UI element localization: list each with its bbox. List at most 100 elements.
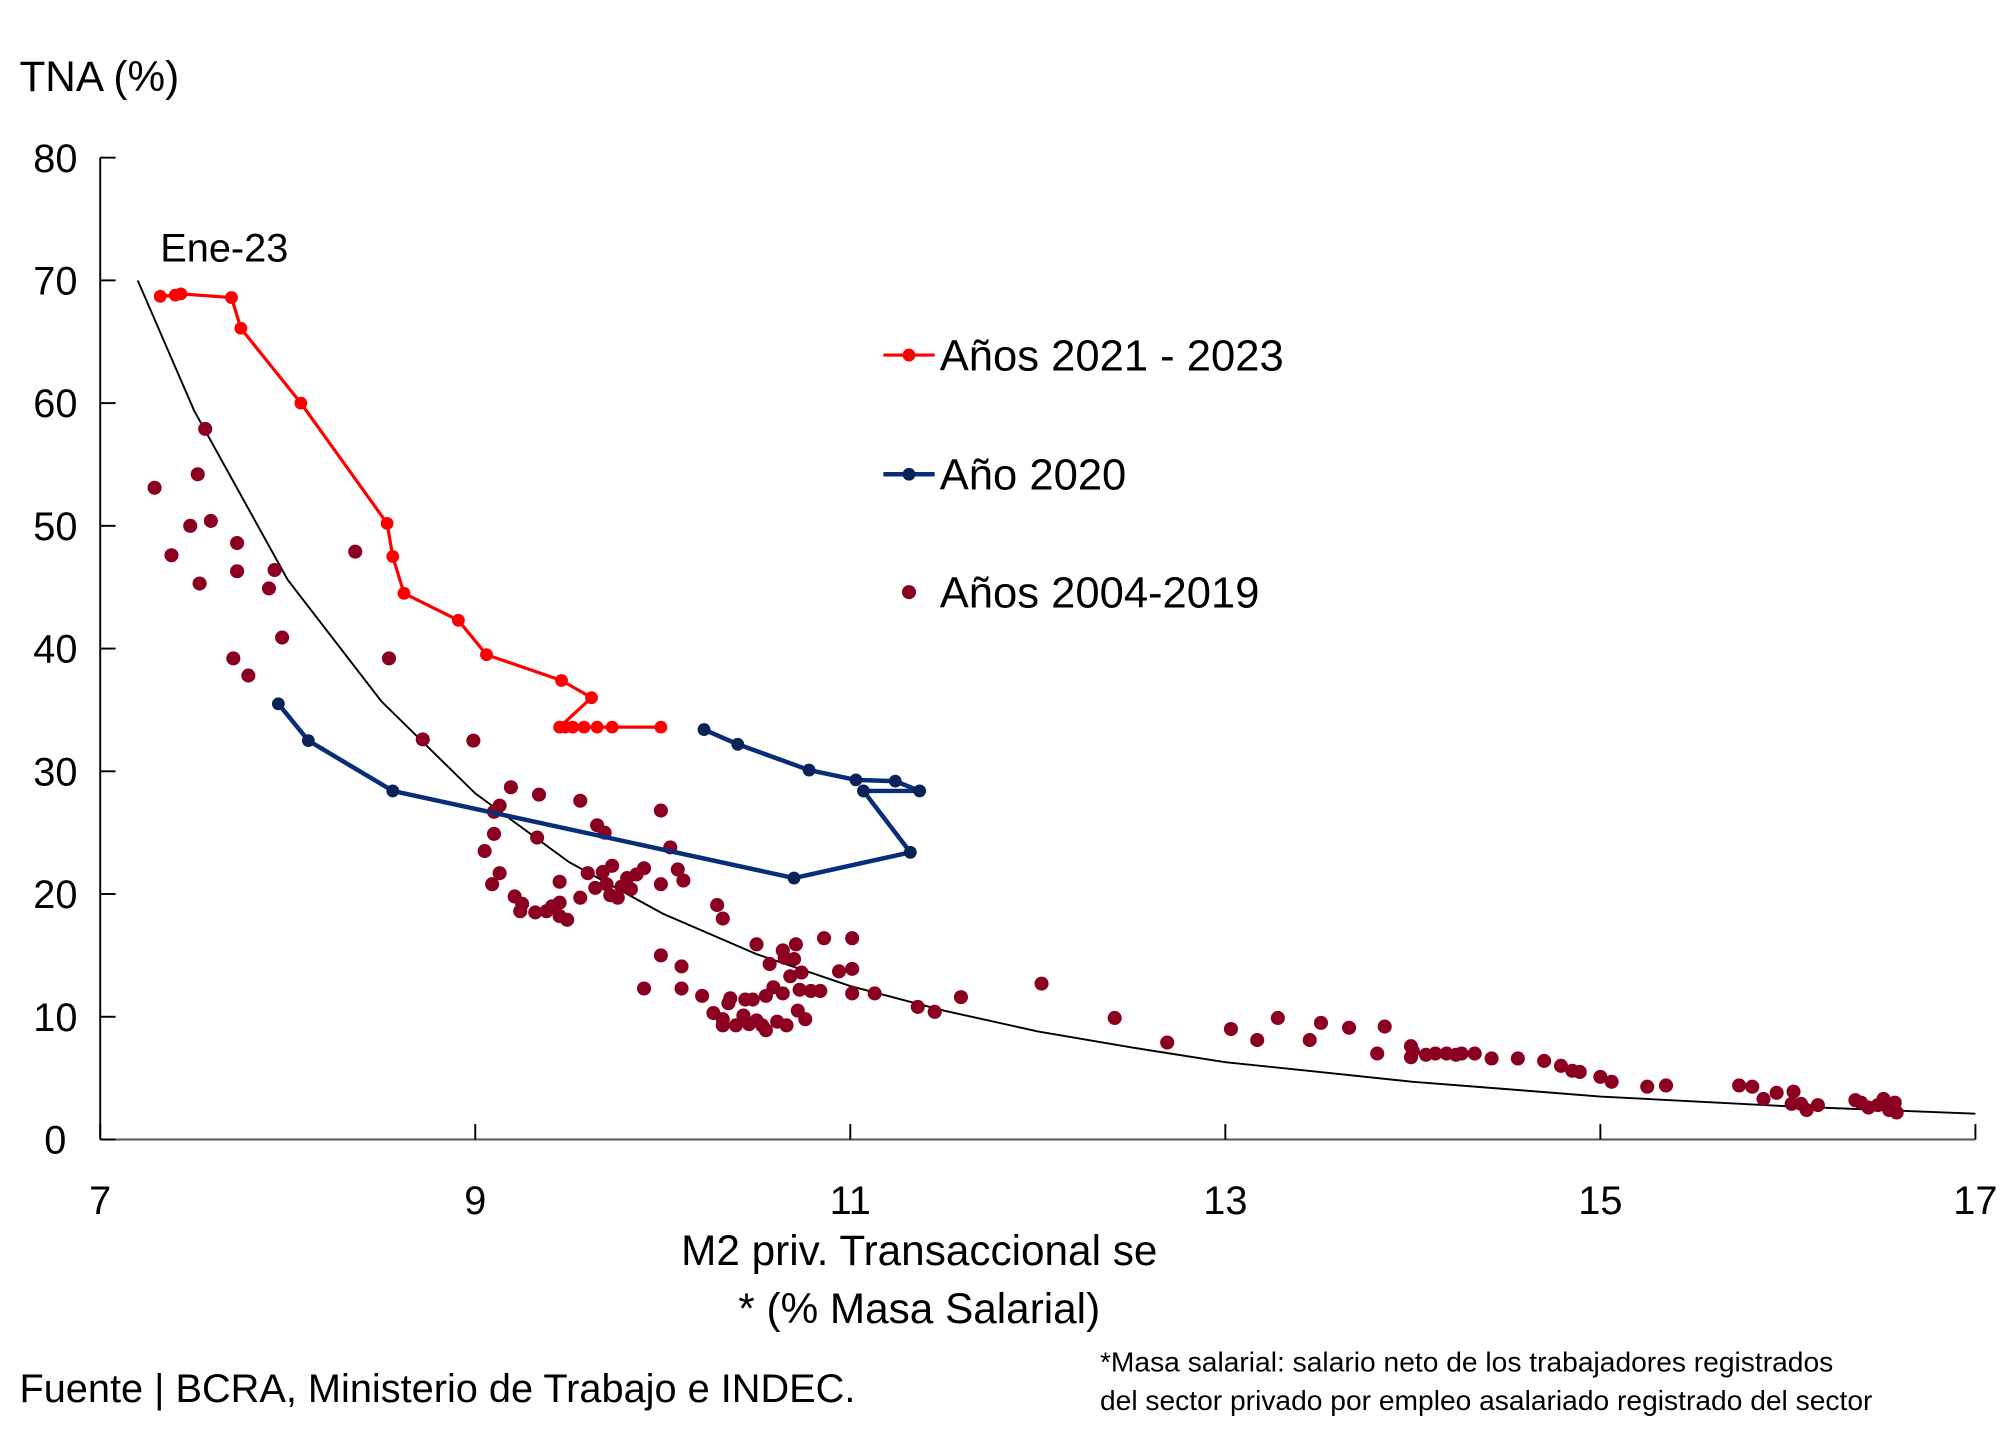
data-point <box>1810 1098 1825 1113</box>
data-point <box>599 877 614 892</box>
data-point <box>1786 1084 1801 1099</box>
data-point <box>577 720 591 734</box>
data-point <box>674 959 689 974</box>
data-point <box>636 981 652 996</box>
data-point <box>1604 1074 1619 1089</box>
data-point <box>813 983 828 999</box>
data-point <box>555 674 568 687</box>
data-point <box>1876 1091 1891 1107</box>
data-point <box>183 518 198 533</box>
y-tick-label: 10 <box>33 996 77 1040</box>
series-group <box>147 287 1904 1120</box>
series-2 <box>147 421 1904 1120</box>
data-point <box>758 1023 773 1038</box>
y-tick-label: 50 <box>33 505 77 549</box>
data-point <box>241 668 256 683</box>
data-point <box>301 734 315 748</box>
data-point <box>787 871 801 885</box>
data-point <box>845 961 860 976</box>
data-point <box>397 586 411 600</box>
data-point <box>386 784 400 798</box>
data-point <box>477 844 492 859</box>
data-point <box>1572 1064 1587 1080</box>
data-point <box>573 793 588 808</box>
data-point <box>226 651 241 666</box>
y-tick-label: 70 <box>33 259 77 303</box>
data-point <box>1640 1079 1655 1094</box>
data-point <box>198 421 213 436</box>
data-point <box>775 986 790 1001</box>
data-point <box>1034 976 1049 991</box>
x-tick-label: 15 <box>1578 1179 1622 1223</box>
data-point <box>1553 1058 1569 1073</box>
data-point <box>492 866 507 881</box>
data-point <box>153 289 167 303</box>
data-point <box>261 581 277 596</box>
data-point <box>503 780 518 795</box>
data-point <box>486 826 502 841</box>
data-point <box>676 873 691 888</box>
legend-marker-blue <box>902 467 916 481</box>
legend: Años 2021 - 2023 Año 2020 Años 2004-2019 <box>883 332 1284 618</box>
data-point <box>580 866 595 881</box>
data-point <box>731 737 745 751</box>
data-point <box>867 986 882 1001</box>
data-point <box>168 288 182 302</box>
data-point <box>888 774 902 788</box>
data-point <box>1377 1019 1392 1034</box>
data-point <box>674 981 689 996</box>
data-point <box>1537 1053 1552 1068</box>
x-ticks: 7 9 11 13 15 17 <box>89 1124 1998 1223</box>
data-point <box>190 467 205 482</box>
y-tick-label: 20 <box>33 873 77 917</box>
data-point <box>466 733 481 748</box>
data-point <box>910 999 925 1014</box>
axes <box>99 157 1976 1141</box>
y-ticks: 0 10 20 30 40 50 60 70 80 <box>33 137 116 1163</box>
data-point <box>623 882 638 897</box>
data-point <box>792 982 807 997</box>
y-axis-label: TNA (%) <box>19 53 179 100</box>
annotation-ene-23: Ene-23 <box>160 227 288 271</box>
y-tick-label: 0 <box>44 1119 66 1163</box>
data-point <box>1313 1015 1329 1030</box>
data-point <box>1160 1035 1175 1050</box>
data-point <box>762 956 777 972</box>
series-line <box>276 702 922 881</box>
data-point <box>903 845 917 859</box>
data-point <box>230 564 245 579</box>
legend-marker-red <box>902 348 916 362</box>
data-point <box>1799 1102 1814 1118</box>
x-tick-label: 17 <box>1953 1179 1997 1223</box>
data-point <box>271 697 285 711</box>
data-point <box>721 996 736 1011</box>
legend-label-2004-2019: Años 2004-2019 <box>940 570 1260 618</box>
data-point <box>203 513 218 528</box>
data-point <box>1428 1046 1443 1061</box>
data-point <box>953 990 968 1005</box>
series-1 <box>271 697 927 885</box>
data-point <box>715 1018 730 1033</box>
y-tick-label: 30 <box>33 750 77 794</box>
data-point <box>386 550 400 563</box>
data-point <box>1467 1046 1482 1061</box>
y-tick-label: 80 <box>33 137 77 181</box>
data-point <box>234 321 248 335</box>
data-point <box>857 784 870 798</box>
data-point <box>1756 1091 1771 1107</box>
data-point <box>1510 1051 1525 1066</box>
data-point <box>164 548 179 563</box>
data-point <box>553 720 567 734</box>
data-point <box>710 898 725 913</box>
data-point <box>348 544 363 559</box>
legend-label-2020: Año 2020 <box>940 452 1127 500</box>
data-point <box>798 1012 813 1027</box>
data-point <box>758 988 773 1003</box>
data-point <box>1593 1069 1608 1084</box>
data-point <box>786 952 802 967</box>
data-point <box>147 480 162 495</box>
data-point <box>1342 1020 1357 1035</box>
legend-item-2020: Año 2020 <box>883 452 1126 500</box>
data-point <box>605 720 619 734</box>
